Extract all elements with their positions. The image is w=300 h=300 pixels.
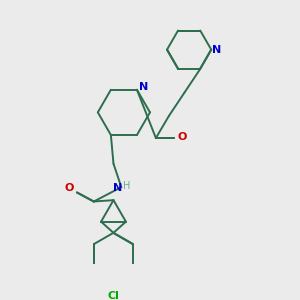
Text: N: N [212, 45, 222, 55]
Text: H: H [123, 181, 131, 191]
Text: N: N [139, 82, 148, 92]
Text: Cl: Cl [107, 291, 119, 300]
Text: O: O [178, 132, 187, 142]
Text: N: N [113, 183, 122, 194]
Text: O: O [65, 183, 74, 194]
